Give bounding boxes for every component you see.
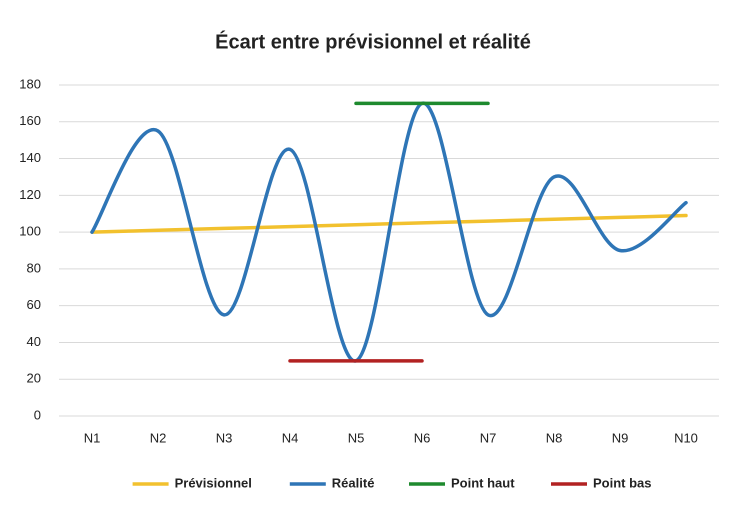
- y-tick-label: 160: [19, 113, 41, 128]
- y-tick-label: 60: [27, 297, 41, 312]
- y-tick-label: 140: [19, 150, 41, 165]
- x-tick-label: N8: [546, 430, 563, 445]
- y-tick-label: 0: [34, 407, 41, 422]
- legend-label: Point bas: [593, 475, 652, 490]
- y-tick-label: 40: [27, 334, 41, 349]
- chart-title: Écart entre prévisionnel et réalité: [215, 30, 531, 53]
- x-tick-label: N1: [84, 430, 101, 445]
- x-tick-label: N7: [480, 430, 497, 445]
- y-tick-label: 120: [19, 187, 41, 202]
- x-tick-label: N5: [348, 430, 365, 445]
- x-tick-label: N3: [216, 430, 233, 445]
- legend-label: Réalité: [332, 475, 375, 490]
- x-tick-label: N4: [282, 430, 299, 445]
- x-tick-label: N9: [612, 430, 629, 445]
- x-tick-label: N2: [150, 430, 167, 445]
- x-tick-label: N6: [414, 430, 431, 445]
- y-tick-label: 180: [19, 76, 41, 91]
- y-tick-label: 20: [27, 371, 41, 386]
- legend-label: Point haut: [451, 475, 515, 490]
- line-series: [90, 101, 688, 363]
- legend-label: Prévisionnel: [175, 475, 252, 490]
- x-tick-label: N10: [674, 430, 698, 445]
- y-tick-label: 80: [27, 260, 41, 275]
- y-tick-label: 100: [19, 224, 41, 239]
